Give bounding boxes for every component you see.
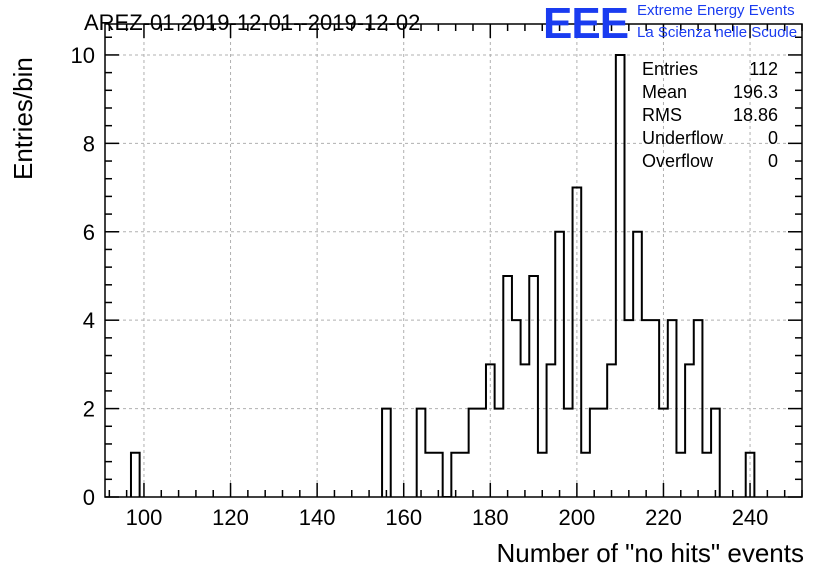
chart-title: AREZ-01 2019-12-01--2019-12-02 — [84, 10, 421, 35]
stat-mean: Mean 196.3 — [642, 81, 778, 104]
y-tick-label: 6 — [83, 220, 95, 245]
stat-entries: Entries 112 — [642, 58, 778, 81]
y-axis-label: Entries/bin — [8, 57, 38, 180]
y-tick-label: 10 — [71, 43, 95, 68]
x-tick-label: 160 — [385, 505, 422, 530]
stat-underflow-label: Underflow — [642, 128, 724, 148]
stat-rms-label: RMS — [642, 105, 682, 125]
stats-box: Entries 112 Mean 196.3 RMS 18.86 Underfl… — [642, 58, 778, 173]
stat-rms-value: 18.86 — [732, 105, 778, 125]
stat-rms: RMS 18.86 — [642, 104, 778, 127]
x-tick-label: 180 — [472, 505, 509, 530]
eee-logo: EEE — [543, 0, 629, 48]
x-tick-label: 120 — [212, 505, 249, 530]
x-tick-label: 140 — [299, 505, 336, 530]
plot-frame — [104, 23, 803, 498]
y-tick-label: 0 — [83, 485, 95, 510]
x-tick-label: 200 — [559, 505, 596, 530]
stat-underflow-value: 0 — [767, 128, 778, 148]
histogram-outline — [129, 53, 756, 497]
histogram-step-line — [129, 53, 756, 497]
x-axis-label: Number of "no hits" events — [496, 538, 805, 568]
y-tick-label: 8 — [83, 131, 95, 156]
stat-entries-label: Entries — [642, 59, 699, 79]
stat-overflow-value: 0 — [767, 151, 778, 171]
stat-underflow: Underflow 0 — [642, 127, 778, 150]
y-tick-label: 2 — [83, 397, 95, 422]
x-tick-label: 220 — [645, 505, 682, 530]
x-tick-label: 100 — [126, 505, 163, 530]
stat-mean-label: Mean — [642, 82, 688, 102]
stat-entries-value: 112 — [749, 59, 778, 79]
stat-overflow-label: Overflow — [642, 151, 714, 171]
y-tick-label: 4 — [83, 308, 95, 333]
stat-mean-value: 196.3 — [732, 82, 778, 102]
stat-overflow: Overflow 0 — [642, 150, 778, 173]
logo-line-1: Extreme Energy Events — [637, 2, 795, 19]
y-axis-ticks: 0 2 4 6 8 10 — [71, 36, 802, 510]
x-tick-label: 240 — [732, 505, 769, 530]
grid-lines — [105, 24, 802, 497]
x-axis-ticks: 100 120 140 160 180 200 220 240 — [108, 24, 803, 530]
logo-line-2: La Scienza nelle Scuole — [637, 24, 798, 41]
